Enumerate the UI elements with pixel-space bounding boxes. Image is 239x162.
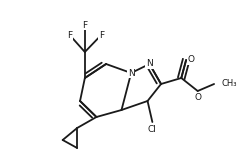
Text: Cl: Cl xyxy=(148,126,157,134)
Text: O: O xyxy=(194,93,201,103)
Text: F: F xyxy=(67,30,72,40)
Text: N: N xyxy=(128,69,135,77)
Text: O: O xyxy=(187,56,195,64)
Text: CH₃: CH₃ xyxy=(222,80,237,88)
Text: N: N xyxy=(146,59,153,69)
Text: F: F xyxy=(82,21,87,29)
Text: F: F xyxy=(99,30,104,40)
